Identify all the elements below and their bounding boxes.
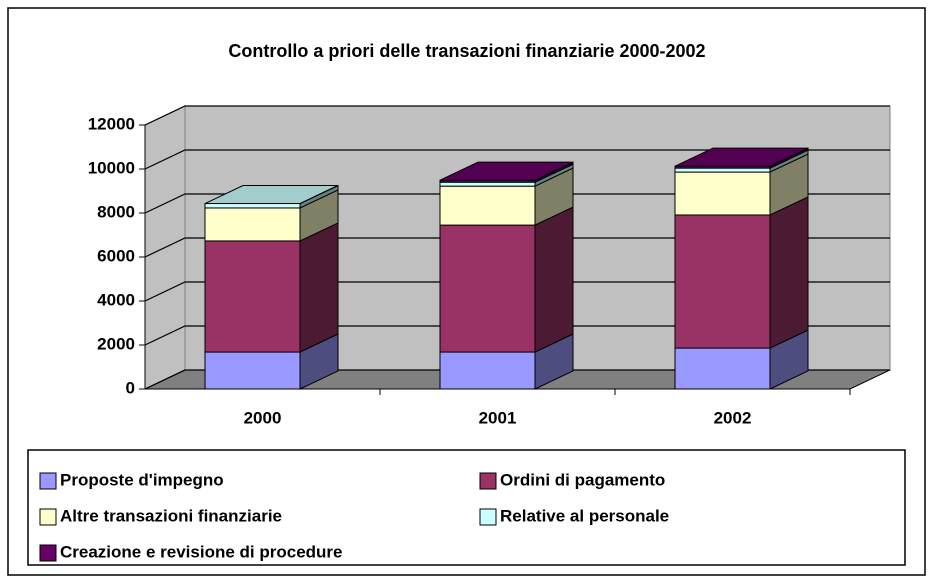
bar-side: [299, 185, 339, 204]
legend-swatch: [39, 472, 57, 490]
grid-line: [144, 149, 890, 170]
y-tick-label: 6000: [97, 246, 135, 265]
grid-line: [144, 237, 890, 258]
bar: [299, 185, 339, 204]
x-tick-label: 2000: [244, 408, 282, 427]
bar: [204, 189, 339, 242]
bar-front: [439, 224, 536, 353]
bar-side: [299, 222, 339, 353]
bar: [204, 222, 339, 353]
bar-side: [769, 196, 809, 349]
grid-line: [144, 105, 890, 126]
bar: [439, 206, 574, 353]
y-tick-label: 8000: [97, 202, 135, 221]
x-tick-label: 2002: [714, 408, 752, 427]
grid-line: [144, 281, 890, 302]
grid-line: [144, 369, 890, 390]
legend-swatch: [39, 544, 57, 562]
bar-front: [439, 351, 536, 390]
y-tick-label: 4000: [97, 290, 135, 309]
bar: [439, 161, 574, 183]
bar: [674, 147, 809, 169]
y-tick-label: 0: [126, 378, 135, 397]
bar: [674, 196, 809, 349]
legend-label: Ordini di pagamento: [500, 470, 665, 489]
bar: [439, 333, 574, 390]
bar-front: [439, 181, 536, 187]
grid-line: [144, 325, 890, 346]
legend-label: Creazione e revisione di procedure: [60, 542, 342, 561]
bar: [674, 153, 809, 216]
y-tick-label: 12000: [88, 114, 135, 133]
legend-label: Relative al personale: [500, 506, 669, 525]
bar-front: [204, 351, 301, 390]
bar-front: [204, 203, 301, 209]
bar-front: [674, 214, 771, 349]
chart-title: Controllo a priori delle transazioni fin…: [228, 41, 705, 61]
legend-label: Altre transazioni finanziarie: [60, 506, 282, 525]
legend-swatch: [39, 508, 57, 526]
grid-line: [144, 193, 890, 214]
bar: [439, 167, 574, 226]
bar-front: [204, 240, 301, 353]
legend-label: Proposte d'impegno: [60, 470, 224, 489]
legend-swatch: [479, 508, 497, 526]
bar-front: [439, 185, 536, 226]
y-tick-label: 2000: [97, 334, 135, 353]
bar-top: [674, 147, 809, 167]
bar-front: [674, 171, 771, 216]
x-tick-label: 2001: [479, 408, 517, 427]
bar: [674, 329, 809, 390]
legend-box: [27, 449, 906, 566]
y-tick-label: 10000: [88, 158, 135, 177]
bar-side: [534, 206, 574, 353]
bar-top: [439, 161, 574, 181]
bar-front: [204, 207, 301, 242]
legend-swatch: [479, 472, 497, 490]
bar-front: [674, 347, 771, 390]
bar-front: [674, 167, 771, 173]
bar: [204, 184, 339, 209]
